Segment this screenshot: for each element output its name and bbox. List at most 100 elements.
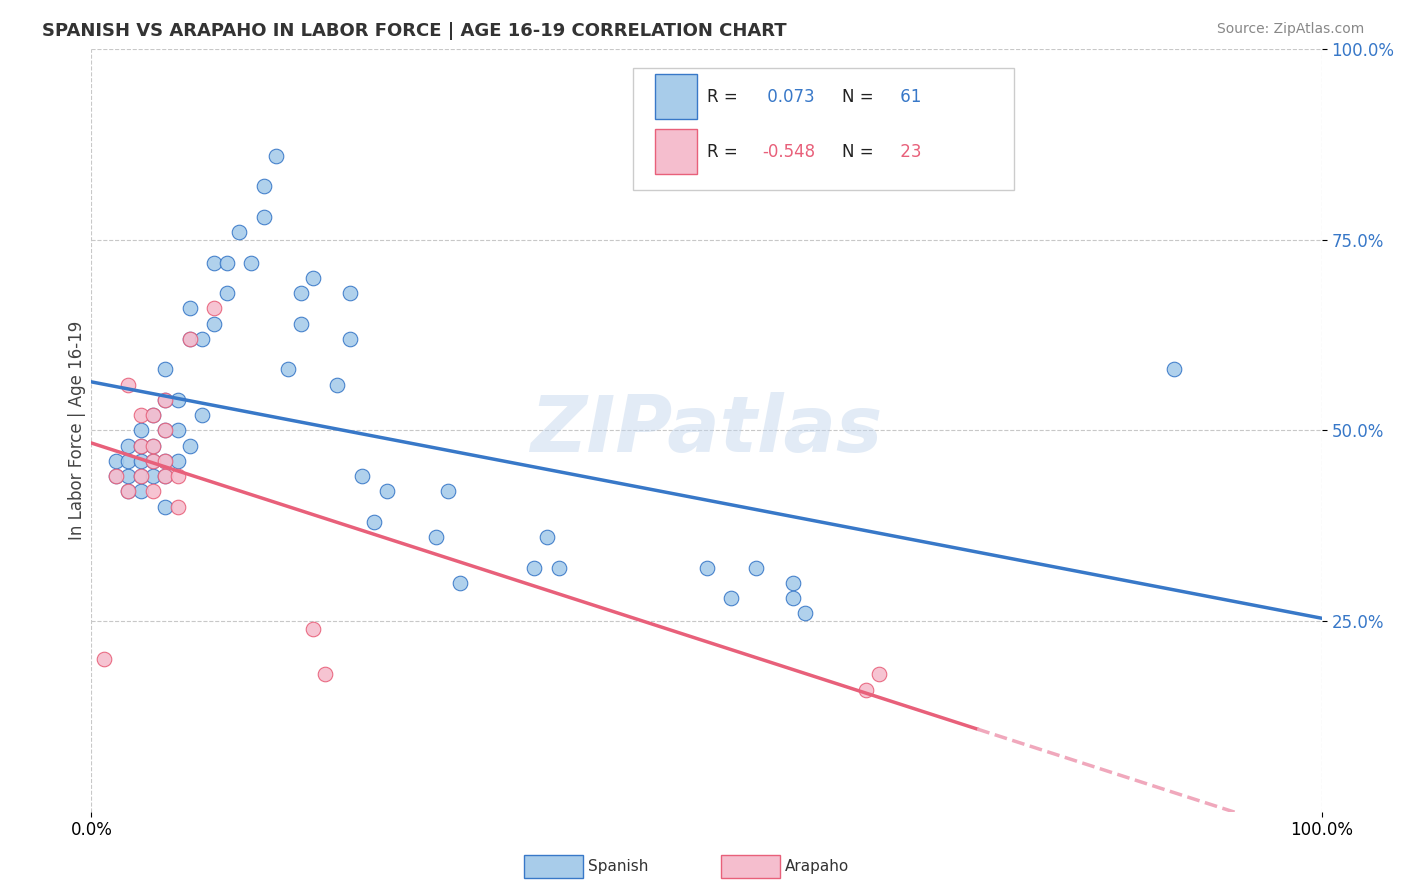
Point [523, 560, 546, 574]
Point [166, 454, 188, 468]
Text: N =: N = [842, 143, 879, 161]
Point [129, 439, 152, 453]
Point [153, 392, 177, 407]
Point [105, 469, 127, 483]
Point [290, 317, 312, 331]
Point [202, 255, 225, 269]
Text: ZIPatlas: ZIPatlas [530, 392, 883, 468]
Text: R =: R = [706, 143, 742, 161]
Point [855, 682, 877, 697]
Point [129, 439, 152, 453]
Point [153, 469, 177, 483]
Point [326, 377, 349, 392]
Point [202, 301, 225, 316]
Point [117, 469, 139, 483]
Y-axis label: In Labor Force | Age 16-19: In Labor Force | Age 16-19 [67, 321, 86, 540]
Point [868, 667, 890, 681]
Point [142, 439, 165, 453]
Point [179, 332, 201, 346]
Point [117, 484, 139, 499]
Point [215, 286, 238, 301]
Text: Spanish: Spanish [588, 859, 648, 873]
Point [129, 408, 152, 422]
Point [129, 469, 152, 483]
Point [793, 607, 815, 621]
Point [166, 469, 188, 483]
Text: N =: N = [842, 87, 879, 106]
Text: SPANISH VS ARAPAHO IN LABOR FORCE | AGE 16-19 CORRELATION CHART: SPANISH VS ARAPAHO IN LABOR FORCE | AGE … [42, 22, 787, 40]
Point [202, 317, 225, 331]
Point [153, 392, 177, 407]
Point [215, 255, 238, 269]
Text: -0.548: -0.548 [762, 143, 815, 161]
Point [117, 439, 139, 453]
Point [375, 484, 398, 499]
Point [277, 362, 299, 376]
Point [153, 424, 177, 438]
Point [745, 560, 768, 574]
Point [166, 392, 188, 407]
Text: Source: ZipAtlas.com: Source: ZipAtlas.com [1216, 22, 1364, 37]
Point [142, 484, 165, 499]
Point [117, 454, 139, 468]
Point [142, 454, 165, 468]
Point [153, 362, 177, 376]
Point [153, 424, 177, 438]
Point [153, 469, 177, 483]
Point [166, 500, 188, 514]
Point [153, 454, 177, 468]
Point [290, 286, 312, 301]
Point [191, 332, 214, 346]
Point [179, 439, 201, 453]
Point [782, 576, 804, 591]
Text: R =: R = [706, 87, 742, 106]
Point [240, 255, 263, 269]
Point [93, 652, 115, 666]
Point [105, 454, 127, 468]
Point [352, 469, 374, 483]
Point [437, 484, 460, 499]
Point [105, 469, 127, 483]
FancyBboxPatch shape [655, 74, 696, 120]
Point [695, 560, 717, 574]
Point [425, 530, 447, 544]
Text: 23: 23 [894, 143, 921, 161]
Point [142, 454, 165, 468]
Point [449, 576, 471, 591]
Point [339, 332, 361, 346]
Point [142, 408, 165, 422]
Point [339, 286, 361, 301]
Point [117, 484, 139, 499]
Point [142, 408, 165, 422]
Point [129, 454, 152, 468]
Text: 0.073: 0.073 [762, 87, 814, 106]
Point [264, 149, 287, 163]
Point [129, 424, 152, 438]
Text: 61: 61 [894, 87, 921, 106]
Point [536, 530, 558, 544]
Point [179, 332, 201, 346]
Point [301, 271, 323, 285]
Point [301, 622, 323, 636]
Point [782, 591, 804, 606]
Point [129, 469, 152, 483]
FancyBboxPatch shape [633, 68, 1014, 190]
Point [142, 439, 165, 453]
Point [720, 591, 742, 606]
Point [253, 210, 276, 224]
Point [314, 667, 336, 681]
Point [179, 301, 201, 316]
Point [363, 515, 385, 529]
Point [142, 469, 165, 483]
Point [117, 377, 139, 392]
Point [153, 454, 177, 468]
Point [547, 560, 569, 574]
Point [153, 500, 177, 514]
Point [1163, 362, 1185, 376]
Point [253, 179, 276, 194]
Point [191, 408, 214, 422]
FancyBboxPatch shape [655, 129, 696, 174]
Point [228, 225, 250, 239]
Point [166, 424, 188, 438]
Text: Arapaho: Arapaho [785, 859, 849, 873]
